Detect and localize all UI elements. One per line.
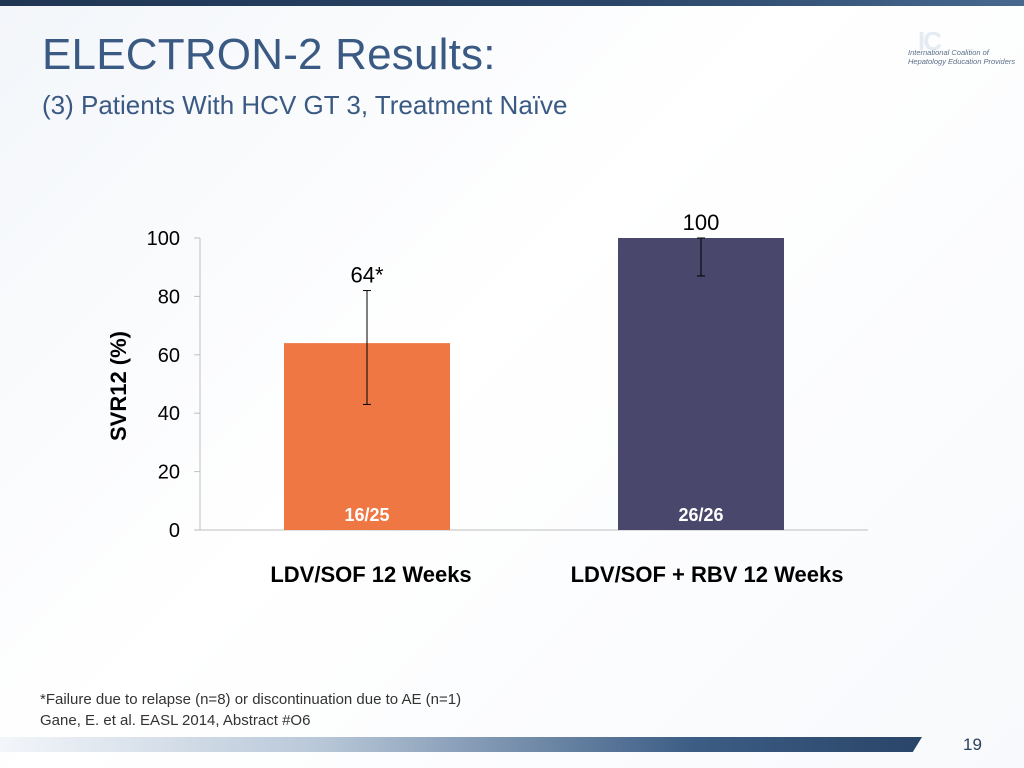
organization-logo: IC International Coalition of Hepatology… [908,26,1016,68]
y-tick-label: 60 [158,345,180,367]
y-tick-label: 80 [158,286,180,308]
bar-inner-label: 26/26 [678,505,723,525]
x-category-label: LDV/SOF + RBV 12 Weeks [571,562,844,587]
bar-value-label: 64* [350,263,383,288]
x-category-label: LDV/SOF 12 Weeks [270,562,471,587]
citation: Gane, E. et al. EASL 2014, Abstract #O6 [40,712,311,729]
bar-value-label: 100 [683,210,720,235]
y-tick-label: 20 [158,462,180,484]
logo-text-line-1: International Coalition of [908,48,989,57]
y-tick-label: 100 [147,228,180,250]
bar-inner-label: 16/25 [344,505,389,525]
top-accent-bar [0,0,1024,6]
slide-subtitle: (3) Patients With HCV GT 3, Treatment Na… [42,90,568,120]
y-tick-label: 40 [158,403,180,425]
bar [618,238,784,530]
logo-text-line-2: Hepatology Education Providers [908,57,1016,66]
bottom-accent-bar [0,737,922,752]
page-number: 19 [963,735,982,754]
y-axis-label: SVR12 (%) [106,331,131,441]
slide-title: ELECTRON-2 Results: [42,30,496,79]
y-tick-label: 0 [169,520,180,542]
footnote: *Failure due to relapse (n=8) or discont… [40,691,462,708]
logo-mark-icon: IC [918,26,942,56]
